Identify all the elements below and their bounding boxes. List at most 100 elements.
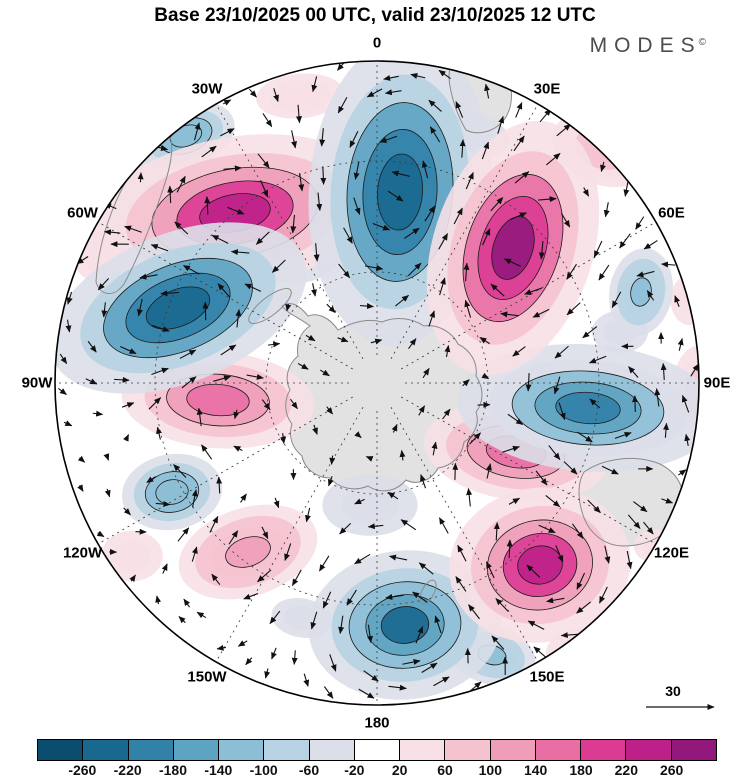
colorbar-segment — [535, 740, 582, 760]
wind-arrow — [370, 338, 383, 345]
wind-arrow — [120, 345, 137, 355]
wind-arrow — [464, 299, 472, 318]
wind-arrow — [240, 493, 247, 503]
wind-arrow — [678, 469, 687, 476]
wind-arrow — [349, 130, 359, 148]
wind-arrow — [121, 402, 135, 408]
anomaly-region — [145, 286, 211, 330]
wind-arrow — [201, 444, 213, 460]
meridian-line — [390, 103, 539, 359]
wind-arrow — [65, 319, 72, 333]
colorbar-segment — [445, 740, 491, 760]
wind-arrow — [268, 341, 281, 348]
wind-arrow — [298, 173, 305, 192]
wind-arrow — [558, 402, 566, 421]
wind-arrow — [167, 185, 174, 204]
wind-arrow — [346, 589, 357, 606]
wind-arrow — [230, 249, 250, 256]
colorbar — [37, 739, 717, 761]
meridian-line — [215, 103, 364, 359]
wind-arrow — [156, 426, 162, 440]
wind-arrow — [486, 463, 492, 479]
wind-arrow — [237, 640, 248, 647]
wind-arrow — [444, 344, 451, 358]
wind-arrow — [433, 676, 450, 687]
longitude-label: 150W — [187, 668, 227, 686]
wind-arrow — [663, 422, 669, 438]
wind-arrow — [566, 302, 581, 316]
longitude-label: 90E — [703, 374, 731, 392]
wind-arrow — [438, 69, 451, 80]
wind-arrow — [502, 445, 520, 453]
wind-arrow — [420, 474, 427, 489]
wind-arrow — [367, 624, 373, 644]
wind-arrow — [193, 122, 201, 141]
wind-arrow — [582, 187, 590, 197]
colorbar-segment — [490, 740, 536, 760]
wind-arrow — [635, 216, 645, 230]
wind-arrow — [323, 686, 334, 699]
meridian-line — [401, 396, 657, 545]
longitude-label: 0 — [372, 34, 382, 52]
wind-arrow — [408, 338, 417, 350]
wind-arrow — [513, 135, 525, 152]
wind-arrow — [246, 373, 264, 380]
wind-arrow — [582, 326, 598, 339]
wind-arrow — [576, 601, 591, 614]
anomaly-region — [281, 86, 319, 106]
wind-arrow — [576, 431, 593, 443]
wind-arrow — [452, 462, 459, 480]
wind-arrow — [623, 182, 630, 197]
wind-arrow — [563, 461, 578, 475]
longitude-label: 60E — [658, 204, 685, 222]
wind-arrow — [538, 240, 545, 260]
wind-arrow — [524, 287, 542, 295]
wind-arrow — [507, 413, 523, 426]
wind-arrow — [399, 449, 406, 461]
wind-arrow — [412, 591, 428, 603]
wind-arrow — [201, 145, 217, 158]
wind-arrow — [244, 283, 262, 292]
wind-arrow — [418, 562, 434, 575]
colorbar-segment — [219, 740, 265, 760]
wind-arrow — [181, 376, 197, 389]
wind-arrow — [527, 620, 545, 630]
wind-arrow — [337, 96, 348, 114]
wind-arrow — [561, 213, 571, 228]
chart-title: Base 23/10/2025 00 UTC, valid 23/10/2025… — [154, 5, 596, 26]
wind-arrow — [196, 611, 207, 619]
wind-arrow — [500, 311, 519, 318]
wind-arrow — [151, 367, 169, 376]
polar-map-canvas — [54, 60, 715, 710]
wind-arrow — [337, 336, 349, 343]
wind-arrow — [291, 650, 298, 665]
wind-arrow — [363, 670, 379, 682]
wind-arrow — [310, 283, 317, 297]
wind-arrow — [87, 340, 97, 353]
wind-arrow — [674, 295, 681, 307]
wind-arrow — [627, 514, 641, 529]
wind-arrow — [410, 72, 426, 79]
wind-arrow — [506, 539, 513, 558]
wind-arrow — [316, 192, 323, 211]
wind-arrow — [113, 376, 130, 383]
wind-arrow — [77, 484, 84, 492]
colorbar-segment — [264, 740, 310, 760]
wind-arrow — [313, 243, 320, 262]
wind-arrow — [431, 441, 438, 456]
wind-arrow — [457, 544, 467, 562]
wind-arrow — [571, 523, 584, 539]
wind-arrow — [139, 273, 158, 280]
wind-arrow — [176, 175, 186, 193]
wind-arrow — [291, 569, 302, 586]
wind-arrow — [421, 662, 438, 673]
colorbar-tick-label: -60 — [298, 762, 320, 778]
wind-arrow — [485, 561, 495, 579]
wind-arrow — [560, 632, 580, 639]
wind-arrow — [495, 598, 509, 612]
wind-arrow — [438, 517, 449, 534]
wind-arrow — [387, 190, 404, 202]
wind-arrow — [538, 196, 557, 203]
wind-arrow — [372, 223, 391, 231]
wind-arrow — [422, 367, 430, 379]
